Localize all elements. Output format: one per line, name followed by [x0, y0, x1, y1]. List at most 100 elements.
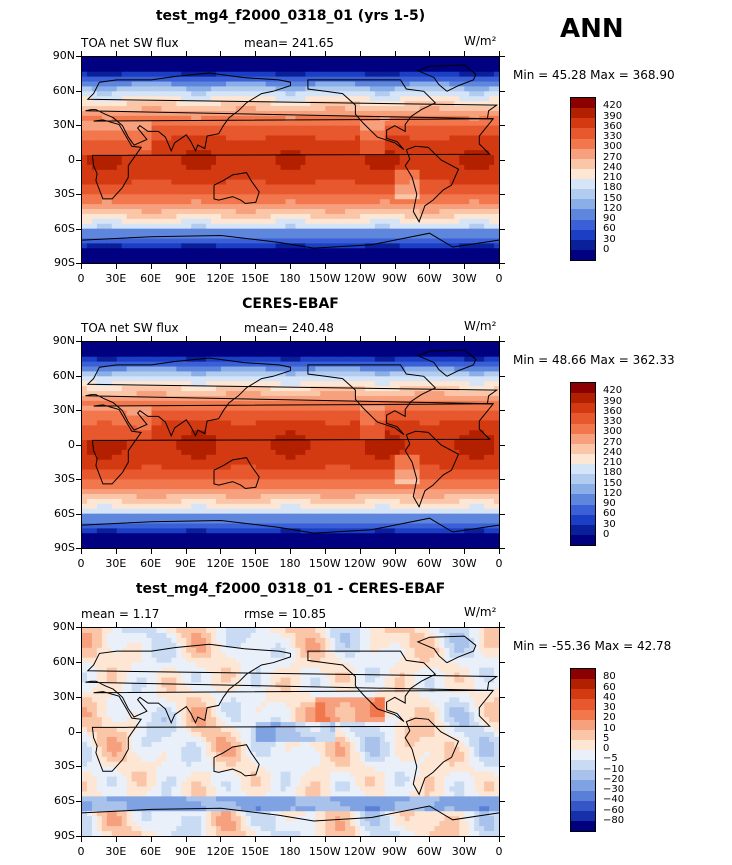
lon-tick: [115, 336, 117, 341]
lat-tick: [76, 410, 81, 411]
lon-label: 30E: [105, 272, 127, 285]
lon-label: 120E: [206, 272, 235, 285]
contour-map: [81, 341, 500, 549]
lat-tick: [500, 90, 505, 92]
lon-tick: [429, 622, 431, 627]
lon-label: 0: [495, 557, 503, 570]
lat-tick: [500, 410, 505, 411]
lat-label: 60S: [54, 794, 75, 808]
lon-tick: [81, 336, 82, 341]
lat-tick: [500, 661, 505, 663]
lon-tick: [150, 51, 152, 56]
lon-tick: [499, 264, 500, 269]
lon-tick: [359, 549, 361, 554]
lat-tick: [500, 479, 505, 480]
lon-tick: [464, 336, 466, 341]
colorbar-swatch: [571, 393, 595, 404]
lon-label: 180: [279, 845, 301, 858]
lon-tick: [255, 51, 257, 56]
lat-tick: [76, 341, 81, 342]
lat-tick: [76, 263, 81, 264]
colorbar-label: 40: [603, 691, 616, 703]
lon-tick: [290, 264, 291, 269]
lat-tick: [76, 90, 81, 92]
lon-tick: [220, 622, 222, 627]
coastline: [213, 457, 260, 490]
colorbar-swatch: [571, 514, 595, 525]
coastline: [91, 689, 495, 772]
colorbar-label: 180: [603, 182, 623, 194]
lon-tick: [115, 622, 117, 627]
lat-tick: [76, 627, 81, 628]
lon-tick: [115, 264, 117, 269]
lon-label: 0: [77, 272, 85, 285]
lon-tick: [150, 264, 152, 269]
colorbar-label: 90: [603, 213, 616, 224]
lat-label: 30N: [52, 689, 75, 703]
coastline: [416, 349, 477, 377]
colorbar-label: 120: [603, 487, 623, 499]
panel-center-text: rmse = 10.85: [244, 607, 327, 621]
lon-tick: [359, 837, 361, 842]
lon-label: 180: [279, 557, 301, 570]
coastline: [416, 64, 477, 92]
colorbar-swatch: [571, 494, 595, 505]
colorbar-swatch: [571, 239, 595, 250]
lon-tick: [359, 622, 361, 627]
colorbar-label: 80: [603, 671, 616, 683]
colorbar-swatch: [571, 739, 595, 750]
coastline: [82, 517, 499, 534]
lat-tick: [76, 766, 81, 768]
lat-label: 0: [68, 152, 75, 166]
panel-left-text: TOA net SW flux: [81, 36, 179, 50]
colorbar-swatch: [571, 219, 595, 230]
lon-label: 60E: [140, 272, 162, 285]
coastline: [82, 232, 499, 249]
coastline: [85, 357, 499, 438]
lat-label: 90N: [52, 334, 75, 347]
lat-label: 60S: [54, 221, 75, 235]
lon-label: 30E: [105, 845, 127, 858]
colorbar-label: −10: [603, 763, 625, 775]
lon-label: 0: [77, 845, 85, 858]
lat-tick: [500, 341, 505, 342]
lon-label: 30W: [451, 557, 477, 570]
colorbar-swatch: [571, 168, 595, 179]
colorbar-swatch: [571, 433, 595, 444]
colorbar-swatch: [571, 810, 595, 821]
lon-label: 90E: [175, 845, 196, 858]
lat-label: 60N: [52, 83, 75, 97]
panel-units: W/m²: [464, 605, 497, 619]
colorbar-label: 0: [603, 528, 610, 540]
colorbar-label: 120: [603, 202, 623, 214]
colorbar-swatch: [571, 413, 595, 424]
lon-label: 150E: [241, 272, 270, 285]
lon-tick: [429, 264, 431, 269]
lon-tick: [324, 264, 326, 269]
lon-tick: [255, 336, 257, 341]
colorbar-label: 60: [603, 508, 616, 520]
lon-tick: [359, 264, 361, 269]
lon-label: 60E: [140, 557, 162, 570]
panel-units: W/m²: [464, 34, 497, 48]
lon-tick: [499, 549, 500, 554]
lon-tick: [394, 264, 396, 269]
lat-tick: [500, 56, 505, 57]
colorbar-label: 5: [603, 732, 610, 744]
lon-label: 90E: [175, 272, 196, 285]
colorbar-swatch: [571, 148, 595, 159]
lon-label: 60W: [416, 272, 442, 285]
lon-tick: [290, 51, 291, 56]
colorbar-label: 390: [603, 110, 623, 122]
coastline: [91, 403, 495, 485]
lon-tick: [185, 622, 187, 627]
lon-tick: [324, 837, 326, 842]
lat-label: 0: [68, 437, 75, 451]
colorbar-label: 240: [603, 446, 623, 458]
lat-label: 90N: [52, 49, 75, 62]
map-field: [82, 628, 499, 836]
colorbar-label: −80: [603, 814, 625, 826]
colorbar-swatch: [571, 524, 595, 535]
lat-label: 30S: [54, 187, 75, 200]
lon-tick: [464, 622, 466, 627]
